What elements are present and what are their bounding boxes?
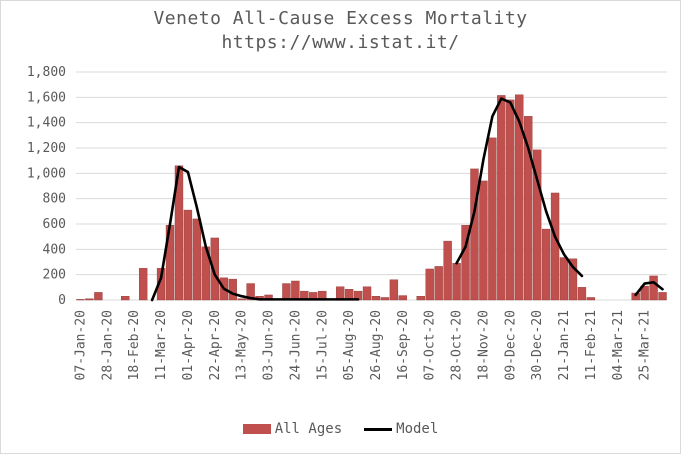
x-tick-label: 24-Jun-20 — [288, 310, 303, 380]
y-tick-label: 400 — [43, 242, 66, 257]
x-tick-label: 26-Aug-20 — [369, 310, 384, 380]
y-tick-label: 600 — [43, 217, 66, 232]
chart-subtitle: https://www.istat.it/ — [221, 32, 460, 53]
x-tick-label: 30-Dec-20 — [530, 310, 545, 380]
bar — [461, 225, 470, 301]
bar — [398, 295, 408, 301]
x-tick-label: 18-Feb-20 — [127, 310, 142, 380]
x-tick-label: 04-Mar-21 — [611, 310, 626, 380]
bar — [76, 299, 85, 301]
y-tick-label: 1,800 — [27, 65, 66, 80]
bar — [121, 296, 130, 301]
bar — [559, 257, 569, 301]
y-tick-label: 1,400 — [27, 116, 66, 131]
x-tick-label: 21-Jan-21 — [557, 310, 572, 380]
bar — [497, 95, 506, 301]
bar — [532, 149, 542, 301]
model-line-segment — [634, 280, 664, 297]
bar — [156, 268, 166, 301]
x-tick-label: 16-Sep-20 — [396, 310, 411, 380]
bar — [237, 298, 246, 301]
line-series-model — [150, 97, 664, 302]
bar — [568, 258, 578, 301]
legend-label-all-ages: All Ages — [274, 421, 343, 437]
bar — [94, 292, 103, 301]
bar-series-all-ages — [76, 94, 667, 301]
bar — [470, 168, 479, 301]
x-tick-label: 11-Mar-20 — [154, 310, 169, 380]
y-tick-label: 0 — [58, 293, 66, 308]
bar — [335, 286, 345, 301]
x-axis-ticks: 07-Jan-20 28-Jan-20 18-Feb-20 11-Mar-20 01-A… — [73, 310, 652, 380]
bar — [586, 297, 596, 301]
y-tick-label: 1,200 — [27, 141, 66, 156]
x-tick-label: 03-Jun-20 — [262, 310, 277, 380]
legend-item-all-ages: All Ages — [242, 421, 343, 437]
legend-item-model: Model — [364, 421, 438, 437]
bar — [506, 99, 515, 301]
bar — [443, 240, 452, 301]
bar — [138, 268, 148, 301]
bar — [515, 94, 524, 301]
legend-swatch-line — [364, 427, 393, 431]
y-tick-label: 1,600 — [27, 90, 66, 105]
legend-label-model: Model — [396, 421, 439, 437]
bar — [362, 286, 372, 301]
legend-swatch-bar — [242, 424, 271, 434]
y-axis-ticks: 0 200 400 600 800 1,000 1,200 1,400 1,600 1,800 — [27, 65, 66, 308]
x-tick-label: 15-Jul-20 — [315, 310, 330, 380]
chart-title: Veneto All-Cause Excess Mortality — [153, 8, 528, 29]
x-tick-label: 25-Mar-21 — [638, 310, 653, 380]
x-tick-label: 13-May-20 — [235, 310, 250, 380]
bar — [210, 237, 219, 301]
bar — [488, 137, 497, 301]
x-tick-label: 11-Feb-21 — [584, 310, 599, 380]
bar — [183, 209, 193, 301]
bar — [371, 296, 381, 301]
bar — [452, 263, 461, 301]
bar — [282, 283, 291, 301]
y-tick-label: 1,000 — [27, 166, 66, 181]
bar — [228, 278, 237, 301]
bar — [434, 266, 443, 301]
y-tick-label: 800 — [43, 192, 66, 207]
bar — [192, 218, 202, 301]
x-tick-label: 09-Dec-20 — [503, 310, 518, 380]
bar — [85, 298, 94, 301]
x-tick-label: 07-Jan-20 — [73, 310, 88, 380]
x-tick-label: 01-Apr-20 — [181, 310, 196, 380]
bar — [658, 292, 667, 301]
x-tick-label: 05-Aug-20 — [342, 310, 357, 380]
model-line-segment — [150, 165, 360, 302]
legend: All Ages Model — [0, 421, 681, 437]
bar — [649, 275, 658, 301]
bar — [246, 283, 255, 301]
x-tick-label: 07-Oct-20 — [423, 310, 438, 380]
y-tick-label: 200 — [43, 268, 66, 283]
bar — [577, 287, 587, 301]
bar — [541, 228, 551, 301]
bar — [380, 297, 390, 301]
gridlines — [76, 71, 667, 301]
bar — [291, 280, 300, 301]
bar — [479, 180, 488, 301]
bar — [550, 192, 560, 301]
bar — [389, 279, 399, 301]
x-tick-label: 28-Oct-20 — [450, 310, 465, 380]
x-tick-label: 18-Nov-20 — [476, 310, 491, 380]
x-tick-label: 28-Jan-20 — [100, 310, 115, 380]
model-line-segment — [455, 97, 584, 278]
x-tick-label: 22-Apr-20 — [208, 310, 223, 380]
bar — [640, 285, 649, 301]
bar — [524, 116, 533, 301]
bar — [416, 296, 425, 301]
bar — [425, 268, 434, 301]
